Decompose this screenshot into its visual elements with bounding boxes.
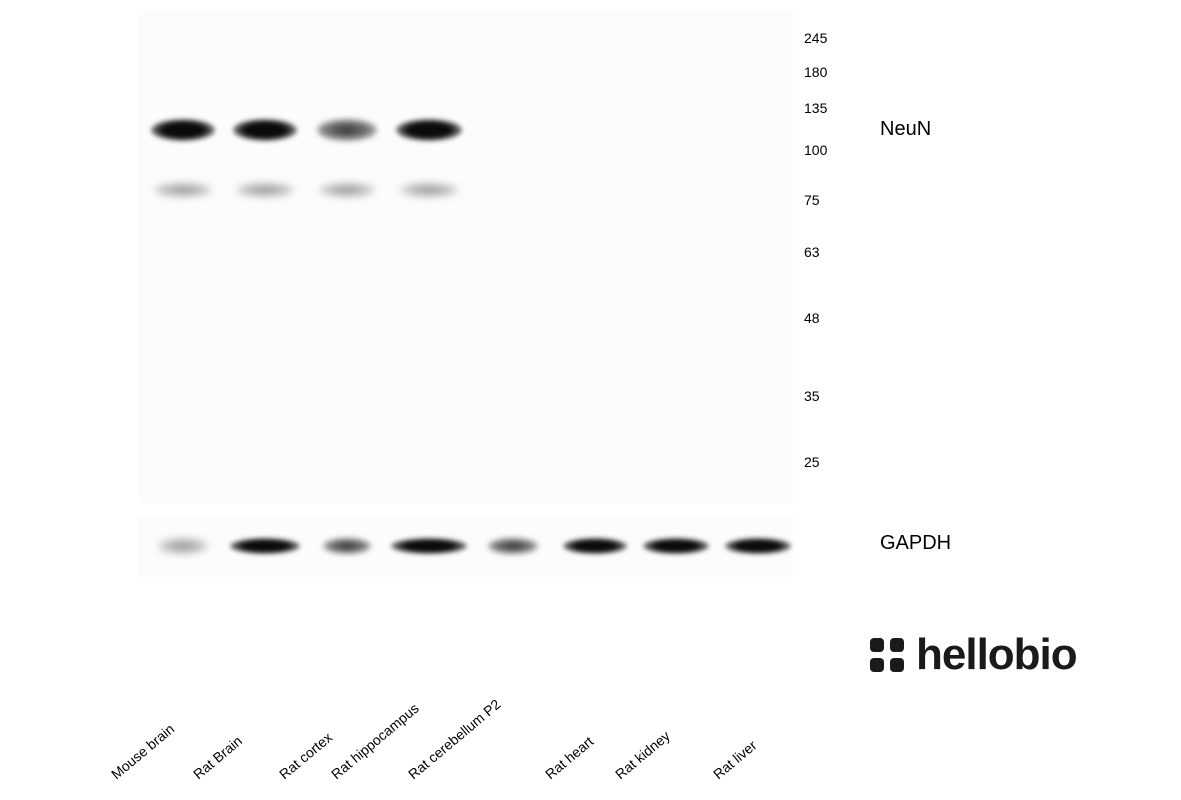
mw-tick: 25 xyxy=(804,454,820,470)
brand-hellobio: hellobio xyxy=(870,630,1077,680)
blot-band xyxy=(151,119,215,141)
protein-label-gapdh: GAPDH xyxy=(880,532,951,555)
blot-band xyxy=(323,538,371,554)
mw-tick: 180 xyxy=(804,64,827,80)
blot-band xyxy=(236,183,294,197)
blot-band xyxy=(154,183,212,197)
blot-band xyxy=(643,538,709,554)
lane-label: Rat heart xyxy=(542,733,596,782)
main-blot-panel xyxy=(138,10,793,503)
blot-band xyxy=(233,119,297,141)
blot-band xyxy=(158,538,208,554)
protein-label-neun: NeuN xyxy=(880,118,931,141)
figure-stage: 245 180 135 100 75 63 48 35 25 NeuN GAPDH Mouse … xyxy=(0,0,1181,800)
brand-text: hellobio xyxy=(916,630,1077,680)
blot-band xyxy=(317,119,377,141)
lane-label: Rat cortex xyxy=(276,729,335,782)
blot-band xyxy=(563,538,627,554)
mw-tick: 48 xyxy=(804,310,820,326)
blot-band xyxy=(400,183,458,197)
blot-band xyxy=(725,538,791,554)
mw-tick: 245 xyxy=(804,30,827,46)
blot-band xyxy=(396,119,462,141)
blot-band xyxy=(230,538,300,554)
mw-tick: 135 xyxy=(804,100,827,116)
lane-label: Rat Brain xyxy=(190,732,245,782)
mw-tick: 100 xyxy=(804,142,827,158)
lane-label: Rat kidney xyxy=(612,727,673,782)
blot-band xyxy=(488,538,538,554)
mw-tick: 63 xyxy=(804,244,820,260)
mw-tick: 35 xyxy=(804,388,820,404)
lane-label: Mouse brain xyxy=(108,720,177,782)
mw-tick: 75 xyxy=(804,192,820,208)
blot-band xyxy=(319,183,375,197)
lane-label: Rat liver xyxy=(710,737,760,782)
blot-band xyxy=(391,538,467,554)
brand-dots-icon xyxy=(870,638,904,672)
